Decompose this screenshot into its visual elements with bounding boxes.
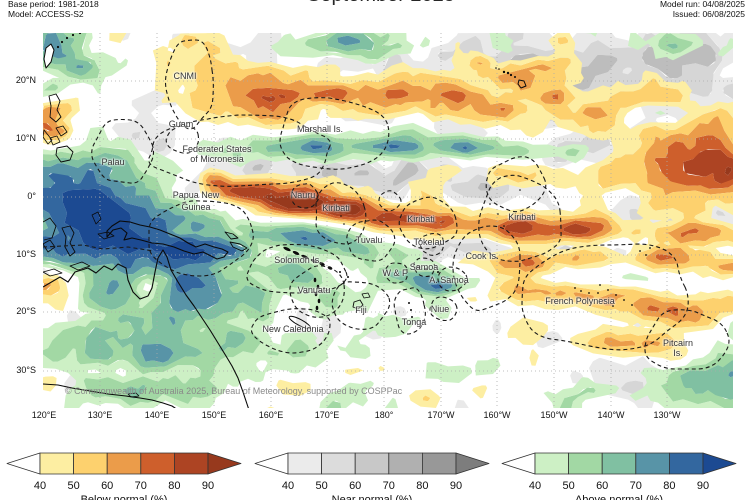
svg-text:40: 40 — [34, 480, 46, 492]
svg-text:Near normal (%): Near normal (%) — [332, 494, 413, 500]
svg-text:40: 40 — [282, 480, 294, 492]
svg-text:60: 60 — [596, 480, 608, 492]
svg-text:50: 50 — [562, 480, 574, 492]
svg-text:50: 50 — [315, 480, 327, 492]
svg-text:90: 90 — [450, 480, 462, 492]
svg-text:Below normal (%): Below normal (%) — [81, 494, 168, 500]
svg-text:80: 80 — [663, 480, 675, 492]
svg-text:80: 80 — [168, 480, 180, 492]
svg-text:70: 70 — [135, 480, 147, 492]
svg-text:70: 70 — [630, 480, 642, 492]
svg-text:50: 50 — [67, 480, 79, 492]
svg-text:90: 90 — [697, 480, 709, 492]
svg-text:Above normal (%): Above normal (%) — [575, 494, 663, 500]
svg-text:70: 70 — [383, 480, 395, 492]
svg-text:40: 40 — [529, 480, 541, 492]
svg-text:90: 90 — [202, 480, 214, 492]
svg-text:60: 60 — [101, 480, 113, 492]
svg-text:60: 60 — [349, 480, 361, 492]
svg-text:80: 80 — [416, 480, 428, 492]
